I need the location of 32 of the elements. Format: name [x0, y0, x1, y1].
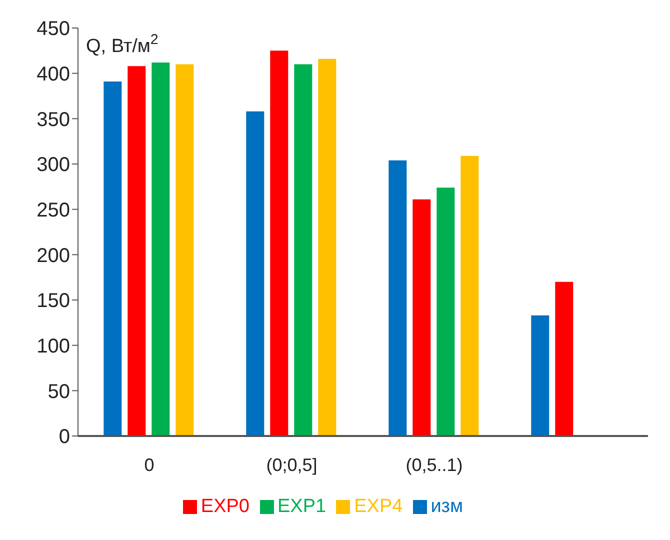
bar: [270, 50, 288, 436]
x-tick-label: (0;0,5]: [266, 454, 318, 475]
y-tick-label: 50: [48, 380, 70, 403]
y-tick-label: 400: [36, 63, 70, 86]
y-tick-label: 300: [36, 154, 70, 176]
y-tick-label: 150: [36, 290, 70, 312]
y-tick-label: 450: [36, 18, 70, 40]
bar: [318, 58, 336, 436]
bar: [412, 199, 431, 436]
bar: [294, 64, 312, 436]
y-tick-label: 0: [58, 426, 70, 448]
y-tick-label: 100: [36, 335, 70, 358]
bar: [531, 315, 550, 436]
y-axis-title: Q, Вт/м$^{2}$: [86, 32, 158, 57]
legend-label: EXP4: [354, 496, 403, 517]
bar: [152, 62, 170, 436]
x-tick-label: 0: [144, 454, 154, 475]
bar: [388, 160, 407, 436]
bar: [460, 156, 479, 436]
legend-label: EXP1: [278, 496, 326, 517]
bar: [555, 282, 574, 436]
legend-label: EXP0: [200, 496, 250, 517]
y-tick-label: 200: [36, 244, 70, 267]
bar: [176, 64, 194, 436]
bar: [436, 188, 455, 436]
y-tick-label: 350: [36, 108, 70, 131]
bar: [246, 111, 264, 436]
y-tick-label: 250: [36, 199, 70, 222]
x-tick-label: (0,5..1): [406, 454, 463, 475]
bar: [128, 66, 146, 436]
bar: [104, 81, 122, 436]
legend-label: изм: [430, 496, 464, 517]
